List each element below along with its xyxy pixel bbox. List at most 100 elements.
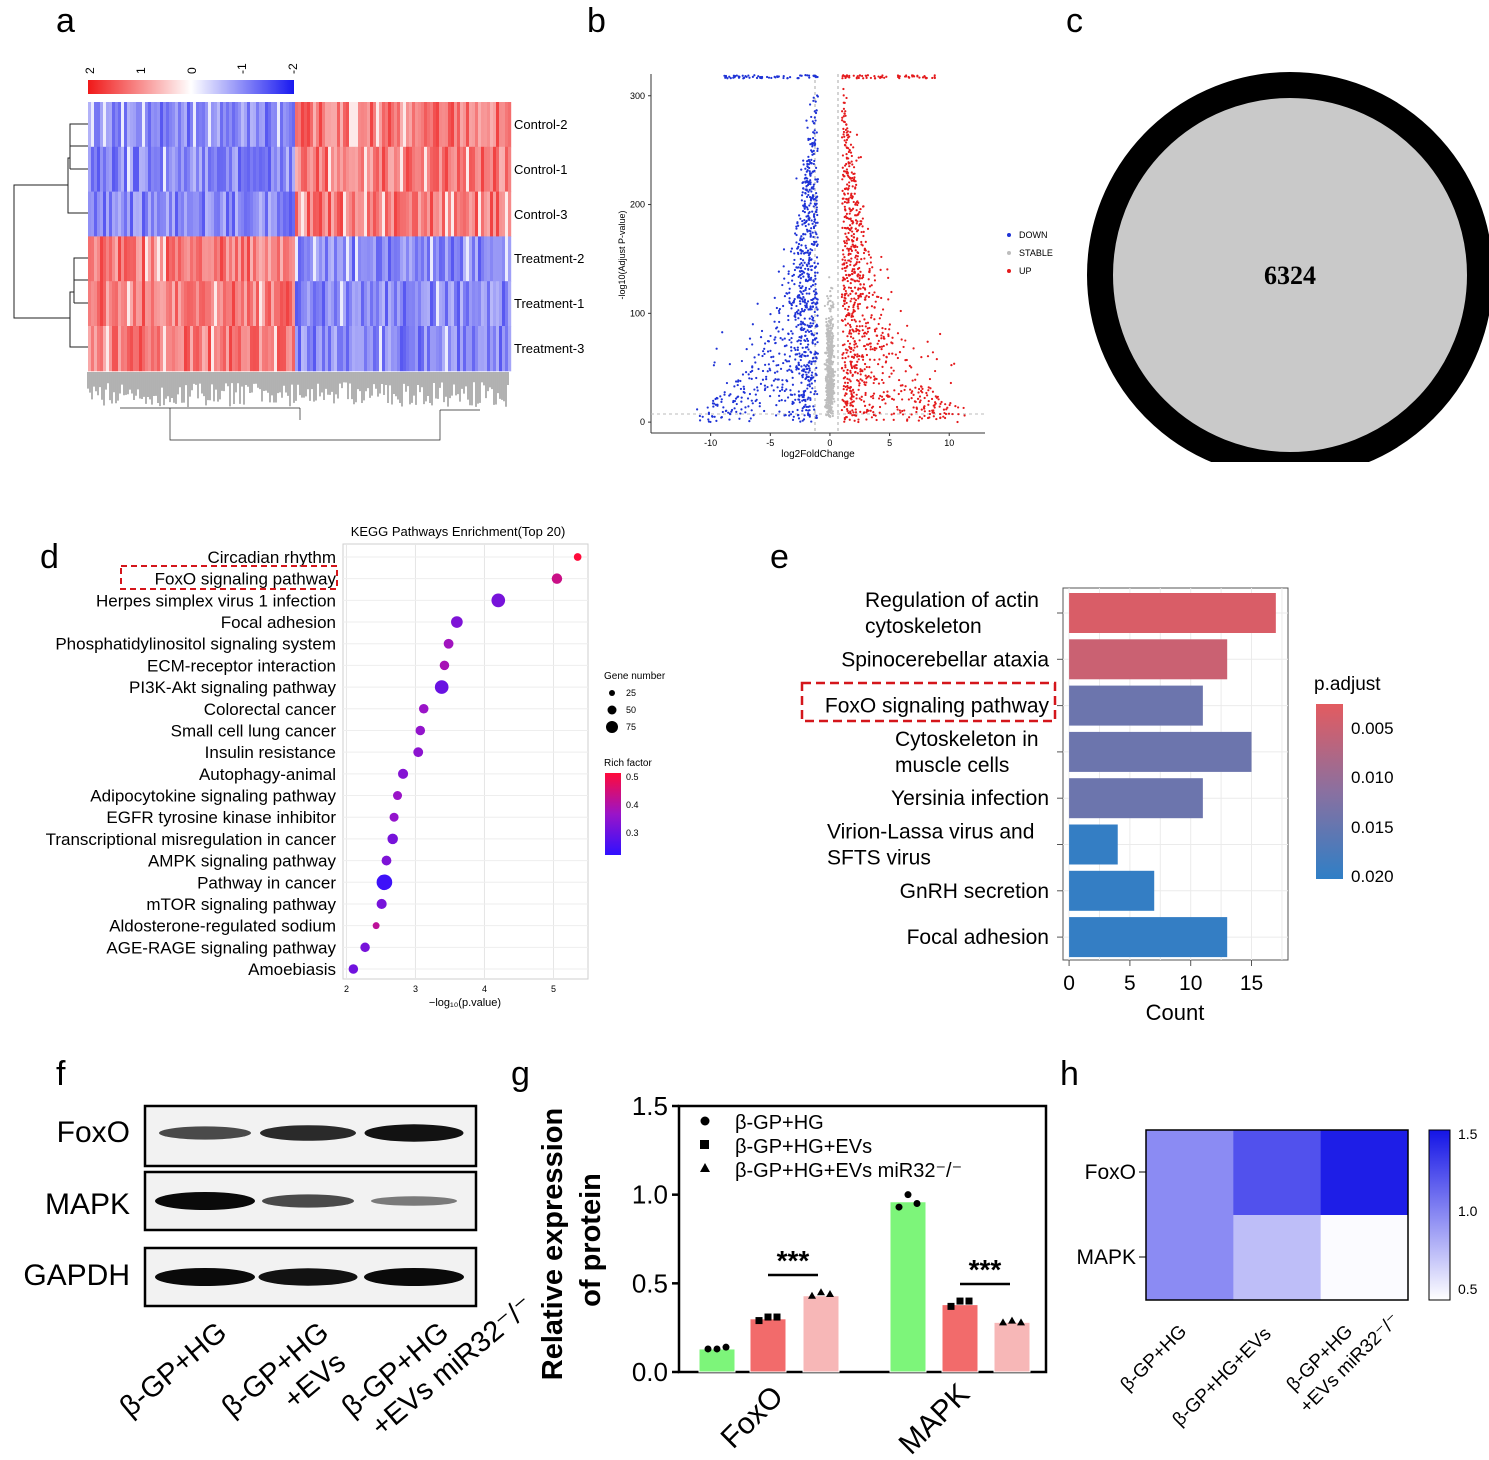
- volcano-point: [806, 398, 809, 401]
- volcano-point: [798, 214, 801, 217]
- volcano-point: [831, 370, 835, 373]
- volcano-point: [852, 146, 855, 149]
- heatmap-cell: [355, 191, 359, 237]
- volcano-point: [810, 115, 813, 119]
- volcano-point: [845, 187, 848, 190]
- volcano-point: [823, 405, 827, 408]
- volcano-point: [788, 297, 791, 300]
- volcano-point: [808, 308, 812, 311]
- volcano-point: [920, 356, 923, 359]
- volcano-point: [869, 261, 872, 264]
- heatmap-cell: [361, 146, 365, 193]
- volcano-point: [764, 363, 767, 366]
- volcano-point: [811, 143, 814, 147]
- volcano-point: [917, 387, 921, 391]
- heatmap-cell: [124, 326, 128, 372]
- volcano-point: [815, 416, 818, 419]
- volcano-point: [803, 339, 806, 342]
- volcano-point: [739, 412, 742, 415]
- heatmap-cell: [172, 236, 176, 282]
- heatmap-cell: [1233, 1130, 1322, 1216]
- volcano-point: [739, 379, 742, 383]
- heatmap-cell: [493, 236, 497, 282]
- volcano-point: [900, 390, 903, 393]
- volcano-point: [866, 330, 870, 333]
- heatmap-cell: [451, 191, 455, 237]
- heatmap-cell: [412, 146, 416, 193]
- heatmap-cell: [322, 146, 326, 193]
- volcano-ylabel: -log10(Adjust P-value): [617, 210, 627, 299]
- volcano-point: [799, 311, 802, 314]
- volcano-point: [861, 225, 864, 228]
- heatmap-cell: [154, 102, 158, 148]
- volcano-point: [844, 244, 847, 248]
- heatmap-cell: [259, 281, 263, 327]
- volcano-point: [775, 364, 778, 367]
- volcano-point: [849, 371, 852, 374]
- volcano-point: [847, 411, 850, 414]
- volcano-point: [795, 366, 798, 369]
- heatmap-cell: [454, 326, 458, 372]
- kegg-point: [376, 874, 393, 891]
- volcano-point: [777, 309, 781, 313]
- volcano-point: [891, 336, 894, 339]
- volcano-point: [833, 370, 837, 373]
- volcano-point: [811, 142, 814, 145]
- volcano-point: [812, 74, 815, 77]
- volcano-point: [880, 334, 883, 337]
- bar-label: Focal adhesion: [907, 926, 1049, 949]
- volcano-point: [801, 223, 804, 226]
- volcano-point: [843, 240, 846, 243]
- heatmap-cell: [406, 146, 410, 193]
- volcano-point: [875, 418, 878, 422]
- kegg-point: [393, 791, 403, 801]
- heatmap-cell: [256, 281, 260, 327]
- volcano-point: [816, 149, 819, 153]
- volcano-point: [861, 314, 864, 317]
- heatmap-cell: [397, 326, 401, 372]
- volcano-point: [832, 355, 835, 358]
- heatmap-cell: [1320, 1215, 1409, 1301]
- heatmap-cell: [169, 326, 173, 372]
- volcano-point: [859, 156, 862, 159]
- volcano-point: [808, 217, 811, 220]
- volcano-point: [844, 114, 847, 117]
- heatmap-cell: [1146, 1130, 1234, 1216]
- volcano-point: [808, 409, 811, 412]
- ylabel-line: of protein: [575, 1173, 607, 1307]
- volcano-point: [858, 397, 861, 400]
- volcano-point: [799, 342, 802, 346]
- legend-label: β-GP+HG+EVs: [735, 1136, 872, 1158]
- volcano-point: [854, 202, 857, 205]
- volcano-point: [785, 388, 788, 391]
- volcano-point: [807, 262, 811, 265]
- volcano-point: [882, 398, 886, 401]
- kegg-plot-area: [342, 543, 589, 980]
- heatmap-cell: [106, 281, 110, 327]
- heatmap-cell: [478, 102, 482, 148]
- heatmap-cell: [94, 146, 98, 193]
- volcano-point: [751, 402, 754, 405]
- heatmap-cell: [133, 146, 137, 193]
- heatmap-cell: [208, 326, 212, 372]
- volcano-point: [851, 405, 855, 408]
- volcano-point: [852, 200, 855, 204]
- heatmap-cell: [403, 191, 407, 237]
- legend-label: β-GP+HG: [735, 1112, 824, 1134]
- volcano-point: [847, 253, 850, 257]
- volcano-point: [845, 96, 848, 100]
- heatmap-cell: [268, 236, 272, 282]
- volcano-point: [908, 76, 911, 79]
- heatmap-cell: [184, 102, 188, 148]
- volcano-point: [696, 408, 699, 411]
- heatmap-cell: [145, 146, 149, 193]
- heatmap-h-col-labels: β-GP+HG β-GP+HG+EVs β-GP+HG +EVs miR32⁻/…: [1117, 1310, 1404, 1431]
- blot-strips: [143, 1104, 478, 1308]
- volcano-point: [843, 175, 846, 178]
- heatmap-cell: [319, 236, 323, 282]
- volcano-point: [789, 389, 792, 392]
- heatmap-cell: [181, 236, 185, 282]
- volcano-point: [803, 298, 806, 301]
- heatmap-h-legend-tick: 1.0: [1458, 1203, 1478, 1219]
- volcano-point: [808, 380, 811, 383]
